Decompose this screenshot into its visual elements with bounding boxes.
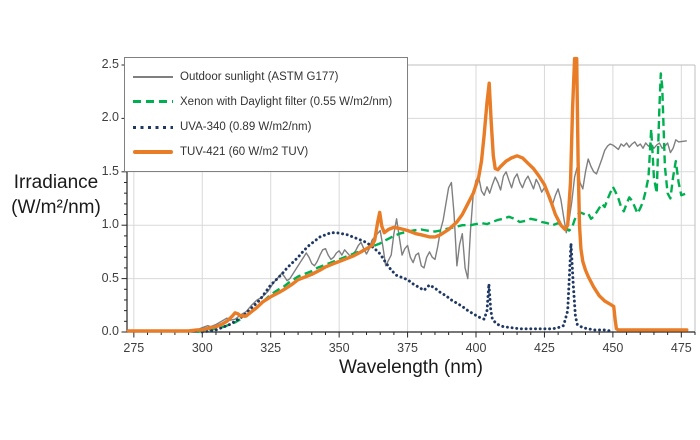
y-tick-label: 1.0: [101, 217, 119, 232]
x-tick-label: 350: [328, 341, 350, 355]
legend-item-tuv421: TUV-421 (60 W/m2 TUV): [133, 141, 399, 163]
legend-item-xenon: Xenon with Daylight filter (0.55 W/m2/nm…: [133, 91, 399, 113]
series-line-2: [200, 231, 615, 334]
series-line-3: [126, 56, 689, 333]
y-tick-label: 2.5: [101, 57, 119, 71]
legend-item-outdoor-sunlight: Outdoor sunlight (ASTM G177): [133, 66, 399, 88]
legend-label: Outdoor sunlight (ASTM G177): [180, 70, 339, 83]
x-tick-label: 375: [397, 341, 418, 355]
y-tick-label: 0.5: [101, 270, 119, 285]
gray-solid-line-sample: [133, 75, 173, 78]
legend-label: UVA-340 (0.89 W/m2/nm): [180, 121, 312, 134]
x-tick-label: 450: [602, 341, 624, 355]
series-line-1: [196, 72, 688, 334]
x-tick-label: 300: [191, 341, 213, 355]
legend-label: TUV-421 (60 W/m2 TUV): [180, 146, 309, 159]
x-tick-label: 275: [123, 341, 145, 355]
orange-solid-line-sample: [133, 150, 173, 155]
navy-dotted-line-sample: [133, 125, 173, 129]
x-tick-label: 425: [534, 341, 555, 355]
y-axis-title-line2: (W/m²/nm): [11, 197, 101, 218]
legend: Outdoor sunlight (ASTM G177) Xenon with …: [124, 57, 408, 172]
x-tick-label: 475: [670, 341, 692, 355]
x-tick-label: 400: [465, 341, 487, 355]
y-tick-label: 0.0: [101, 324, 119, 338]
legend-item-uva340: UVA-340 (0.89 W/m2/nm): [133, 116, 399, 138]
y-tick-label: 2.0: [101, 110, 119, 125]
y-axis-title-line1: Irradiance: [13, 172, 99, 193]
green-dashed-line-sample: [133, 100, 173, 104]
legend-label: Xenon with Daylight filter (0.55 W/m2/nm…: [180, 95, 393, 108]
series-line-0: [174, 139, 687, 333]
x-axis-title: Wavelength (nm): [339, 357, 483, 378]
y-tick-label: 1.5: [101, 163, 119, 178]
x-tick-label: 325: [260, 341, 282, 355]
y-axis-title: Irradiance (W/m²/nm): [0, 170, 112, 220]
